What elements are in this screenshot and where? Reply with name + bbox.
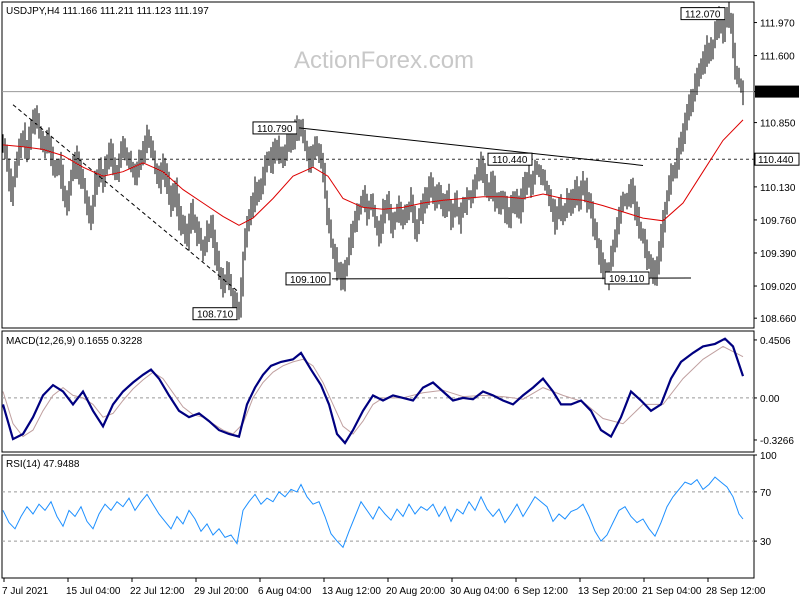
macd-tick-label: 0.00	[760, 394, 780, 405]
price-header: USDJPY,H4 111.166 111.211 111.123 111.19…	[6, 6, 209, 17]
price-annotation-box	[192, 307, 238, 321]
trendline	[298, 127, 644, 166]
price-tick-label: 109.760	[760, 216, 797, 227]
last-price-label: 111.197	[758, 88, 793, 99]
x-tick-label: 15 Jul 04:00	[66, 586, 121, 597]
price-tick-label: 111.970	[760, 19, 795, 30]
price-tick-label: 110.130	[760, 183, 796, 194]
price-annotation-box	[680, 7, 726, 21]
rsi-panel	[1, 454, 755, 579]
price-annotation-box	[604, 271, 650, 285]
macd-tick-label: 0.4506	[760, 336, 791, 347]
price-annotation-label: 108.710	[197, 310, 234, 321]
price-tick-label: 109.390	[760, 249, 797, 260]
price-tick-label: 110.850	[760, 119, 796, 130]
x-tick-label: 13 Aug 12:00	[322, 586, 381, 597]
price-panel	[1, 1, 755, 329]
macd-line	[1, 337, 745, 445]
price-annotation-label: 110.440	[492, 155, 528, 166]
price-annotation-box	[487, 152, 533, 166]
macd-header: MACD(12,26,9) 0.1655 0.3228	[6, 336, 143, 347]
rsi-tick-label: 70	[760, 488, 772, 499]
x-tick-label: 28 Sep 12:00	[706, 586, 766, 597]
price-annotation-label: 112.070	[685, 10, 721, 21]
x-tick-label: 30 Aug 04:00	[450, 586, 509, 597]
moving-average-line	[2, 119, 744, 226]
price-annotation-label: 109.110	[609, 274, 645, 285]
price-annotation-label: 110.790	[257, 124, 293, 135]
x-tick-label: 13 Sep 20:00	[578, 586, 638, 597]
macd-panel	[1, 330, 755, 453]
rsi-tick-label: 100	[760, 451, 777, 462]
x-tick-label: 6 Aug 04:00	[258, 586, 312, 597]
last-price-box	[755, 85, 799, 98]
x-tick-label: 22 Jul 12:00	[130, 586, 185, 597]
x-tick-label: 29 Jul 20:00	[194, 586, 249, 597]
macd-signal-line	[2, 345, 744, 438]
price-annotation-label: 109.100	[290, 275, 327, 286]
level-price-box	[754, 152, 800, 166]
x-tick-label: 21 Sep 04:00	[642, 586, 702, 597]
watermark-text: ActionForex.com	[294, 47, 474, 74]
price-annotation-box	[252, 121, 298, 135]
price-tick-label: 111.600	[760, 52, 795, 63]
price-tick-label: 108.660	[760, 314, 797, 325]
x-tick-label: 6 Sep 12:00	[514, 586, 568, 597]
price-tick-label: 109.020	[760, 282, 797, 293]
rsi-tick-label: 30	[760, 537, 772, 548]
rsi-line	[2, 476, 744, 549]
x-tick-label: 20 Aug 20:00	[386, 586, 445, 597]
level-price-label: 110.440	[758, 155, 794, 166]
macd-tick-label: -0.3266	[760, 436, 794, 447]
price-annotation-box	[285, 272, 331, 286]
x-tick-label: 7 Jul 2021	[2, 586, 49, 597]
rsi-header: RSI(14) 47.9488	[6, 459, 80, 470]
